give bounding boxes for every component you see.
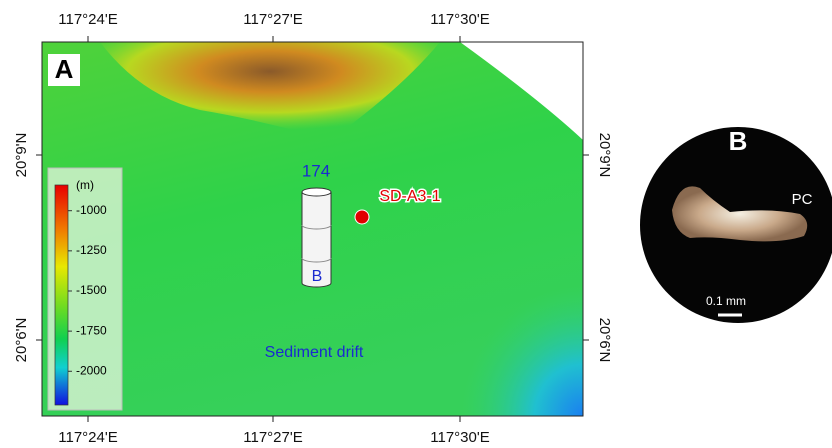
longitude-label: 117°27'E	[243, 429, 302, 446]
colorbar	[55, 185, 68, 405]
panel-label: B	[729, 126, 748, 156]
scale-bar-label: 0.1 mm	[706, 294, 746, 308]
core-label: 174	[302, 161, 330, 180]
figure: A (m) -1000 -1250 -1500 -1750 -2000 174 B SD…	[0, 0, 832, 448]
longitude-label: 117°24'E	[58, 429, 117, 446]
colorbar-tick-label: -1750	[76, 323, 107, 337]
longitude-label: 117°30'E	[430, 11, 489, 28]
colorbar-tick-label: -1250	[76, 243, 107, 257]
site-label: SD-A3-1	[379, 188, 440, 205]
longitude-label: 117°24'E	[58, 11, 117, 28]
latitude-label: 20°6'N	[13, 318, 30, 363]
longitude-label: 117°30'E	[430, 429, 489, 446]
colorbar-unit: (m)	[76, 178, 94, 192]
feature-label: Sediment drift	[265, 344, 364, 361]
colorbar-tick-label: -2000	[76, 363, 107, 377]
core-section: B	[312, 268, 323, 285]
latitude-label: 20°9'N	[13, 133, 30, 178]
longitude-label: 117°27'E	[243, 11, 302, 28]
colorbar-tick-label: -1000	[76, 203, 107, 217]
colorbar-tick-label: -1500	[76, 283, 107, 297]
site-marker	[355, 210, 369, 224]
latitude-label: 20°9'N	[596, 133, 613, 178]
annotation: PC	[792, 191, 813, 208]
photo-panel: B PC 0.1 mm	[640, 126, 832, 323]
panel-label: A	[55, 54, 74, 84]
deep-area	[380, 200, 583, 416]
map-panel: A (m) -1000 -1250 -1500 -1750 -2000 174 B SD…	[13, 11, 613, 446]
latitude-label: 20°6'N	[596, 318, 613, 363]
